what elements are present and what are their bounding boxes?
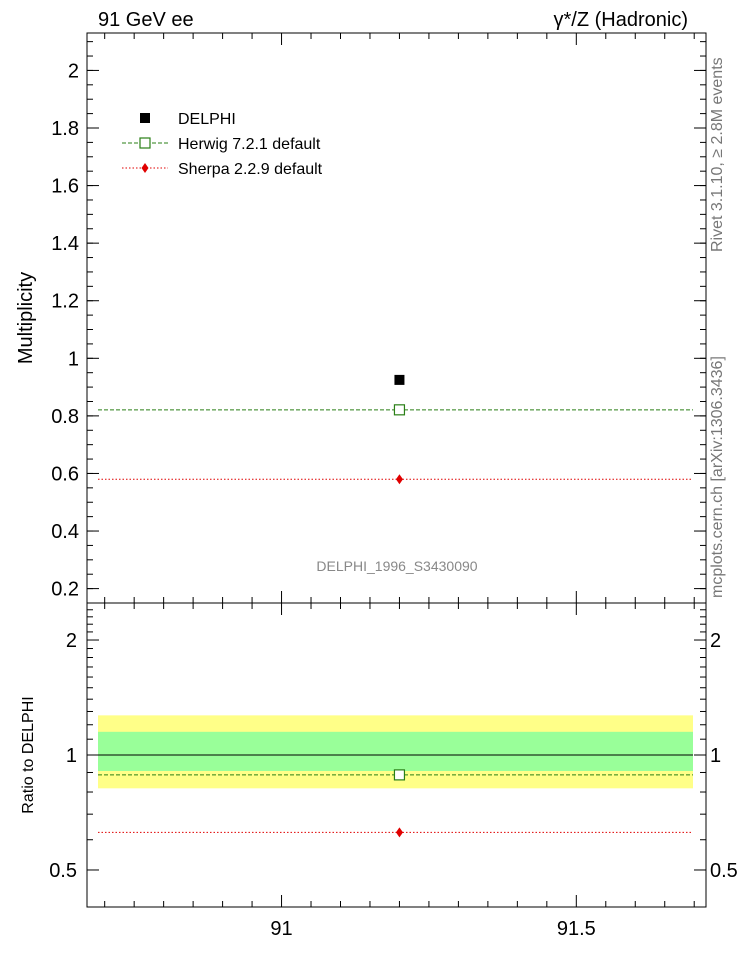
legend-marker <box>141 163 149 173</box>
main-ytick-label: 1.2 <box>51 291 79 313</box>
ratio-ytick-label: 2 <box>66 630 77 652</box>
legend: DELPHI Herwig 7.2.1 default Sherpa 2.2.9 d… <box>122 111 323 178</box>
main-y-ticks: 0.2 0.4 0.6 0.8 1 1.2 1.4 1.6 1.8 2 <box>51 41 706 601</box>
legend-label: Herwig 7.2.1 default <box>178 136 321 153</box>
main-series <box>98 374 693 485</box>
main-ytick-label: 0.8 <box>51 406 79 428</box>
main-point-1 <box>393 404 406 416</box>
main-ytick-label: 1 <box>68 348 79 370</box>
right-title: γ*/Z (Hadronic) <box>554 9 688 31</box>
main-ytick-label: 0.6 <box>51 463 79 485</box>
main-ytick-label: 2 <box>68 60 79 82</box>
ratio-x-ticks: 91 91.5 <box>104 603 695 940</box>
ratio-ytick-label-right: 2 <box>710 630 721 652</box>
legend-label: Sherpa 2.2.9 default <box>178 161 323 178</box>
xtick-label: 91 <box>270 918 292 940</box>
legend-marker <box>140 113 150 123</box>
main-ytick-label: 0.4 <box>51 521 79 543</box>
main-ytick-label: 1.4 <box>51 233 79 255</box>
legend-label: DELPHI <box>178 111 236 128</box>
mcplots-label: mcplots.cern.ch [arXiv:1306.3436] <box>709 356 726 598</box>
ratio-uncertainty-bands <box>98 715 693 789</box>
ratio-ytick-label-right: 0.5 <box>710 860 738 882</box>
ratio-band-1 <box>98 731 693 772</box>
main-ytick-label: 1.6 <box>51 176 79 198</box>
main-point-2 <box>395 474 403 485</box>
ratio-ytick-label: 0.5 <box>49 860 77 882</box>
ratio-ytick-label: 1 <box>66 745 77 767</box>
xtick-label: 91.5 <box>557 918 596 940</box>
legend-marker <box>139 137 151 149</box>
ratio-ylabel: Ratio to DELPHI <box>20 696 37 813</box>
main-panel: 0.20.40.60.811.21.41.61.82 Multiplicity … <box>15 32 707 604</box>
ratio-point-1 <box>395 827 403 838</box>
analysis-watermark: DELPHI_1996_S3430090 <box>316 558 477 574</box>
rivet-label: Rivet 3.1.10, ≥ 2.8M events <box>709 57 726 252</box>
main-ylabel: Multiplicity <box>15 272 37 364</box>
ratio-panel: 0.5 0.5 1 1 2 2 91 91.5 Ratio to DELPHI <box>20 602 738 940</box>
main-ytick-label: 0.2 <box>51 579 79 601</box>
main-point-0 <box>394 374 405 385</box>
main-ytick-label: 1.8 <box>51 118 79 140</box>
ratio-ytick-label-right: 1 <box>710 745 721 767</box>
ratio-point-0 <box>393 769 406 781</box>
main-x-ticks <box>104 33 695 603</box>
left-title: 91 GeV ee <box>98 9 194 31</box>
ratio-y-ticks: 0.5 0.5 1 1 2 2 <box>49 609 738 908</box>
ratio-series <box>98 769 693 838</box>
